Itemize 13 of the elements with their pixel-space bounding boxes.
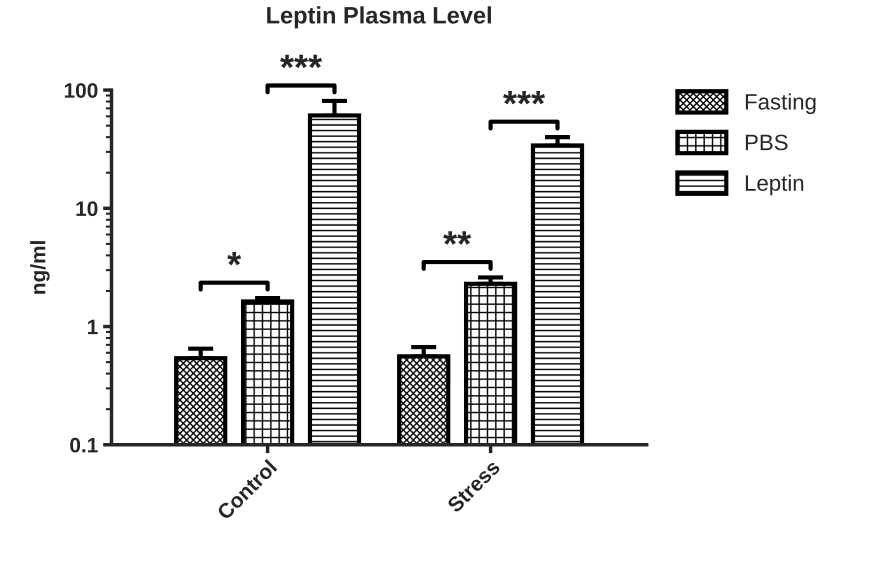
legend-label: Fasting [746, 93, 816, 114]
y-tick-label: 100 [64, 83, 98, 98]
legend-label: PBS [746, 134, 788, 150]
y-axis-title: ng/ml [30, 241, 50, 294]
y-tick-label: 1 [88, 320, 98, 334]
annotation: ** [443, 231, 472, 245]
legend-label: Leptin [746, 174, 804, 196]
text: *** [280, 54, 322, 68]
chart-title: Leptin Plasma Level [267, 6, 491, 28]
y-tick-label: 0.1 [70, 438, 98, 453]
annotation: *** [503, 90, 546, 104]
annotation: * [227, 252, 242, 266]
y-tick-label: 10 [76, 201, 98, 216]
